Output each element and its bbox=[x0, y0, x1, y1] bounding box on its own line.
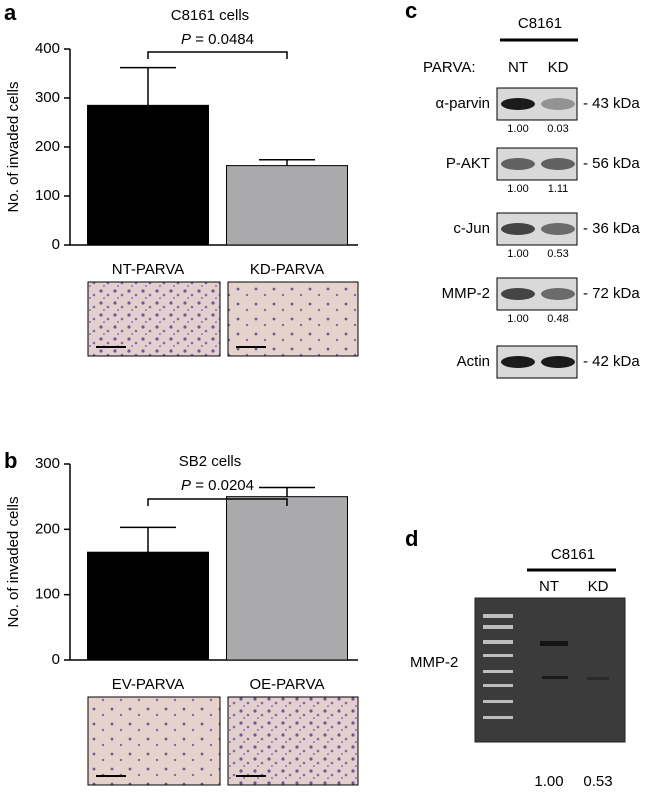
size-label: - 43 kDa bbox=[583, 95, 640, 112]
chart-title: C8161 cells bbox=[171, 7, 249, 24]
quant-label: 1.00 bbox=[534, 773, 563, 790]
blot-band bbox=[541, 223, 575, 235]
y-tick-label: 100 bbox=[35, 187, 60, 204]
blot-band bbox=[541, 356, 575, 368]
quant-label: 0.53 bbox=[583, 773, 612, 790]
quant-label: 1.11 bbox=[548, 183, 569, 195]
blot-band bbox=[541, 288, 575, 300]
bar bbox=[87, 104, 209, 246]
gel-band bbox=[587, 677, 609, 680]
y-tick-label: 200 bbox=[35, 138, 60, 155]
bar bbox=[226, 496, 348, 661]
y-tick-label: 100 bbox=[35, 586, 60, 603]
size-label: - 42 kDa bbox=[583, 353, 640, 370]
blot-band bbox=[501, 98, 535, 110]
protein-label: α-parvin bbox=[435, 95, 490, 112]
bar bbox=[226, 165, 348, 246]
cell-line: C8161 bbox=[551, 546, 595, 563]
p-value: P = 0.0484 bbox=[181, 31, 254, 48]
size-label: - 36 kDa bbox=[583, 220, 640, 237]
p-symbol: P bbox=[181, 477, 191, 494]
quant-label: 0.53 bbox=[547, 248, 568, 260]
p-text: = 0.0204 bbox=[195, 477, 254, 494]
blot-band bbox=[501, 158, 535, 170]
lane-label: KD bbox=[588, 578, 609, 595]
x-tick-label: NT-PARVA bbox=[112, 261, 185, 278]
y-tick-label: 0 bbox=[52, 236, 60, 253]
quant-label: 0.03 bbox=[547, 123, 568, 135]
y-tick-label: 300 bbox=[35, 89, 60, 106]
micrograph bbox=[227, 281, 359, 357]
cell-line: C8161 bbox=[518, 15, 562, 32]
panel-label: d bbox=[405, 526, 418, 551]
quant-label: 1.00 bbox=[507, 183, 528, 195]
size-label: - 72 kDa bbox=[583, 285, 640, 302]
x-tick-label: OE-PARVA bbox=[249, 676, 324, 693]
quant-label: 0.48 bbox=[547, 313, 568, 325]
chart-title: SB2 cells bbox=[179, 453, 242, 470]
protein-label: MMP-2 bbox=[442, 285, 490, 302]
x-tick-label: KD-PARVA bbox=[250, 261, 324, 278]
protein-label: c-Jun bbox=[453, 220, 490, 237]
bar bbox=[87, 551, 209, 661]
lane-label: KD bbox=[548, 59, 569, 76]
micrograph bbox=[227, 696, 359, 786]
y-tick-label: 300 bbox=[35, 455, 60, 472]
gel-band bbox=[542, 676, 568, 679]
quant-label: 1.00 bbox=[507, 313, 528, 325]
protein-label: P-AKT bbox=[446, 155, 490, 172]
micrograph bbox=[87, 281, 221, 357]
ladder bbox=[483, 614, 513, 719]
p-text: = 0.0484 bbox=[195, 31, 254, 48]
panel-label: a bbox=[4, 0, 17, 25]
lane-label: NT bbox=[508, 59, 528, 76]
p-value: P = 0.0204 bbox=[181, 477, 254, 494]
y-axis-label: No. of invaded cells bbox=[5, 82, 22, 213]
blot-band bbox=[541, 158, 575, 170]
micrograph bbox=[87, 696, 221, 786]
blot-band bbox=[501, 223, 535, 235]
blot-band bbox=[501, 356, 535, 368]
panel-label: b bbox=[4, 448, 17, 473]
blot-band bbox=[501, 288, 535, 300]
quant-label: 1.00 bbox=[507, 123, 528, 135]
significance-bracket bbox=[147, 51, 288, 59]
panel-label: c bbox=[405, 0, 417, 23]
protein-label: Actin bbox=[457, 353, 490, 370]
quant-label: 1.00 bbox=[507, 248, 528, 260]
size-label: - 56 kDa bbox=[583, 155, 640, 172]
y-tick-label: 400 bbox=[35, 40, 60, 57]
y-tick-label: 200 bbox=[35, 520, 60, 537]
lane-label: NT bbox=[539, 578, 559, 595]
band-label: MMP-2 bbox=[410, 654, 458, 671]
group-label: PARVA: bbox=[423, 59, 476, 76]
blot-band bbox=[541, 98, 575, 110]
y-axis-label: No. of invaded cells bbox=[5, 497, 22, 628]
y-tick-label: 0 bbox=[52, 651, 60, 668]
gel-band bbox=[540, 641, 568, 646]
x-tick-label: EV-PARVA bbox=[112, 676, 185, 693]
p-symbol: P bbox=[181, 31, 191, 48]
significance-bracket bbox=[147, 498, 288, 506]
